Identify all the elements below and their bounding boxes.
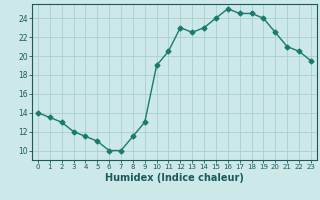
X-axis label: Humidex (Indice chaleur): Humidex (Indice chaleur) [105, 173, 244, 183]
